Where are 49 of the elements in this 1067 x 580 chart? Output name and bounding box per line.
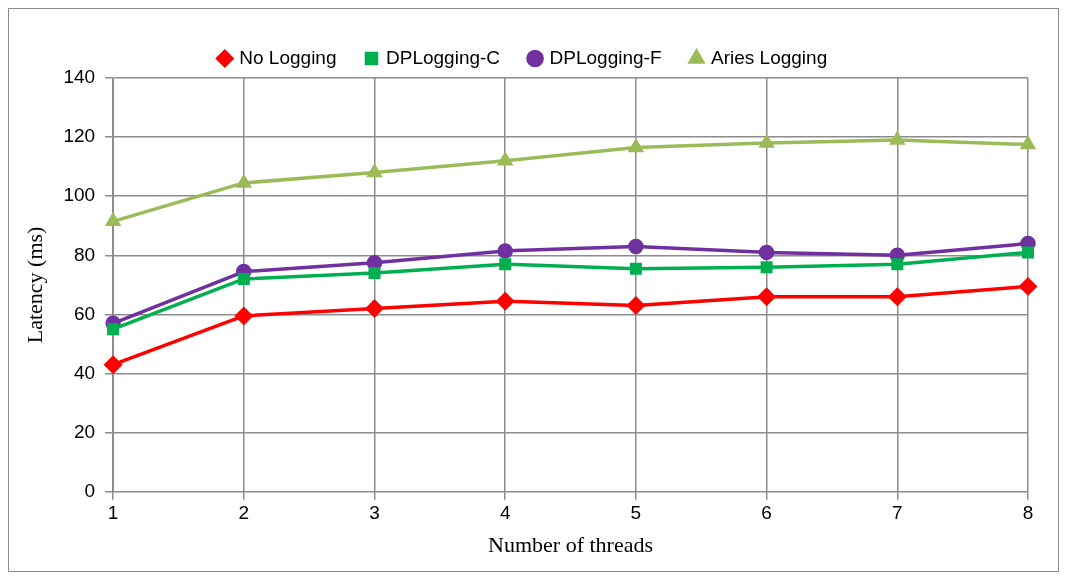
legend-label: Aries Logging: [711, 46, 828, 68]
point: [365, 299, 384, 318]
point: [891, 258, 904, 271]
point: [496, 292, 514, 310]
point: [758, 244, 775, 261]
x-tick-label: 4: [499, 502, 511, 524]
point: [757, 287, 776, 306]
y-tick-label: 140: [63, 66, 96, 88]
legend-label: No Logging: [239, 46, 337, 68]
x-tick-label: 5: [630, 502, 642, 524]
y-tick-label: 40: [73, 361, 96, 383]
x-tick-label: 6: [761, 502, 772, 524]
y-tick-label: 60: [73, 302, 96, 324]
point: [236, 175, 251, 188]
point: [368, 267, 381, 280]
point: [1021, 136, 1035, 150]
x-tick-label: 2: [238, 502, 250, 524]
point: [497, 243, 513, 259]
point: [107, 323, 120, 336]
y-tick-label: 0: [84, 480, 96, 502]
point: [759, 135, 774, 148]
legend-label: DPLogging-F: [549, 46, 662, 68]
point: [367, 164, 382, 178]
y-tick-label: 80: [73, 243, 96, 265]
y-tick-label: 20: [73, 420, 96, 442]
legend-label: DPLogging-C: [385, 46, 501, 68]
x-tick-label: 8: [1022, 502, 1034, 524]
point: [498, 153, 513, 166]
point: [235, 307, 253, 325]
point: [760, 261, 773, 274]
y-tick-label: 100: [63, 184, 96, 206]
point: [888, 287, 907, 306]
x-tick-label: 3: [369, 502, 380, 524]
point: [890, 132, 905, 145]
point: [499, 258, 512, 271]
x-tick-label: 7: [892, 502, 903, 524]
point: [628, 139, 643, 153]
point: [1022, 246, 1034, 259]
point: [1019, 277, 1037, 296]
point: [237, 273, 250, 285]
x-tick-label: 1: [107, 502, 119, 524]
y-tick-label: 120: [63, 125, 96, 147]
point: [629, 262, 642, 275]
point: [106, 213, 121, 227]
y-axis-title: Latency (ms): [21, 226, 47, 344]
point: [627, 296, 645, 315]
x-axis-title: Number of threads: [488, 531, 654, 557]
point: [104, 355, 122, 374]
point: [628, 238, 644, 255]
